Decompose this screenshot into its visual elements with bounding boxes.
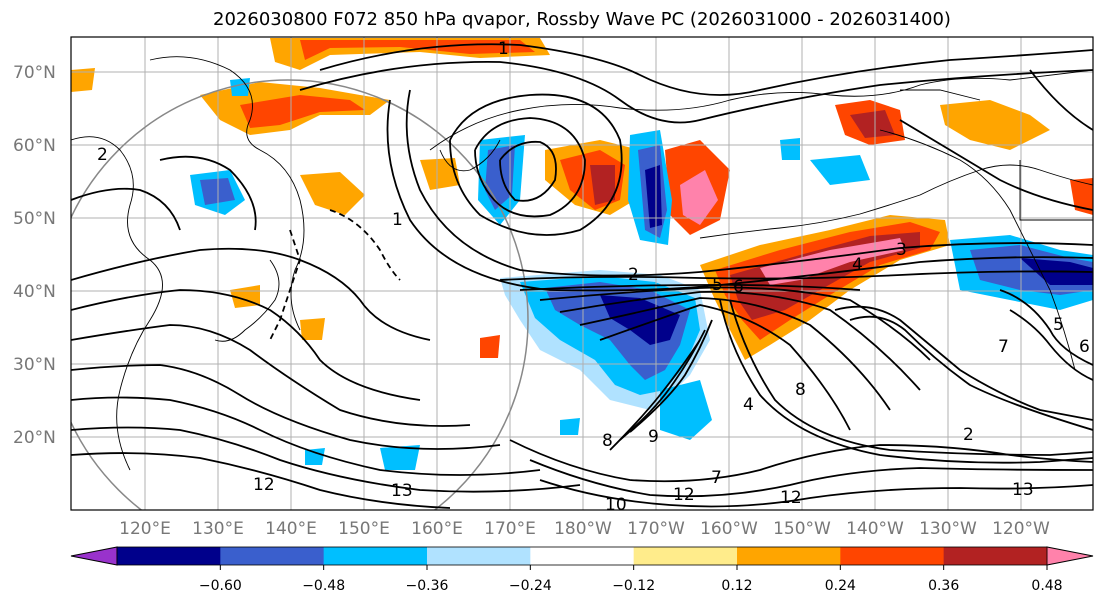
lat-label: 20°N [13,428,56,448]
reference-circle [71,79,529,510]
lat-label: 50°N [13,209,56,229]
contour-label: 1 [392,210,403,230]
lon-label: 130°E [192,519,244,539]
contour-label: 1 [498,39,509,59]
latitude-axis: 70°N 60°N 50°N 40°N 30°N 20°N [13,63,56,448]
lat-label: 60°N [13,136,56,156]
colorbar-tick-label: −0.36 [406,578,449,594]
coastlines [71,56,1093,471]
contour-label: 7 [998,337,1009,357]
colorbar-tick-label: 0.24 [825,578,856,594]
contour-label: 10 [605,495,627,515]
lon-label: 130°W [919,519,977,539]
colorbar-segment [323,547,428,565]
colorbar-segment [633,547,738,565]
contour-label: 5 [712,275,723,295]
map-frame [70,36,1094,511]
contour-label: 8 [795,380,806,400]
lon-label: 170°W [627,519,685,539]
chart-title: 2026030800 F072 850 hPa qvapor, Rossby W… [213,9,951,30]
colorbar-extend-high [1046,546,1094,566]
contour-label: 4 [743,395,754,415]
contour-label: 4 [852,255,863,275]
colorbar-segment [530,547,635,565]
lon-label: 170°E [484,519,536,539]
contour-label: 9 [648,427,659,447]
lon-label: 150°W [773,519,831,539]
positive-anomaly-shading [71,38,1093,360]
colorbar-tick-label: 0.48 [1031,578,1062,594]
lon-label: 140°E [265,519,317,539]
contour-label: 13 [391,481,413,501]
lat-label: 30°N [13,355,56,375]
contour-label: 6 [733,277,744,297]
contour-label: 13 [1012,480,1034,500]
contour-label: 2 [628,265,639,285]
contour-label: 12 [253,475,275,495]
contour-label: 6 [1079,337,1090,357]
lon-label: 160°E [411,519,463,539]
contour-label: 3 [896,240,907,260]
colorbar-tick-label: −0.12 [612,578,655,594]
contour-label: 12 [673,485,695,505]
colorbar-segment [220,547,325,565]
lon-label: 120°E [119,519,171,539]
lon-label: 180°W [554,519,612,539]
lat-label: 40°N [13,282,56,302]
contour-label: 2 [97,145,108,165]
lon-label: 140°W [846,519,904,539]
contour-label: 7 [711,468,722,488]
colorbar-segment [840,547,945,565]
contour-label: 8 [602,431,613,451]
contour-label: 12 [780,488,802,508]
contour-lines [71,43,1093,509]
contour-label: 5 [1053,315,1064,335]
colorbar-segment [427,547,531,565]
colorbar-tick-label: −0.48 [302,578,345,594]
contour-label: 2 [963,425,974,445]
colorbar-segment [737,547,841,565]
colorbar-segment [943,547,1048,565]
colorbar-segment [117,547,221,565]
contour-labels: 1 2 1 2 4 5 6 8 8 9 10 12 12 13 13 12 3 … [97,39,1090,515]
colorbar-tick-label: −0.60 [199,578,242,594]
colorbar-tick-label: 0.36 [928,578,959,594]
lon-label: 120°W [992,519,1050,539]
colorbar: −0.60 −0.48 −0.36 −0.24 −0.12 0.12 0.24 0.36 0.4… [70,546,1094,594]
colorbar-tick-label: 0.12 [721,578,752,594]
longitude-axis: 120°E 130°E 140°E 150°E 160°E 170°E 180°… [119,519,1050,539]
colorbar-tick-label: −0.24 [509,578,552,594]
lon-label: 160°W [700,519,758,539]
lat-label: 70°N [13,63,56,83]
lon-label: 150°E [338,519,390,539]
colorbar-extend-low [70,546,118,566]
